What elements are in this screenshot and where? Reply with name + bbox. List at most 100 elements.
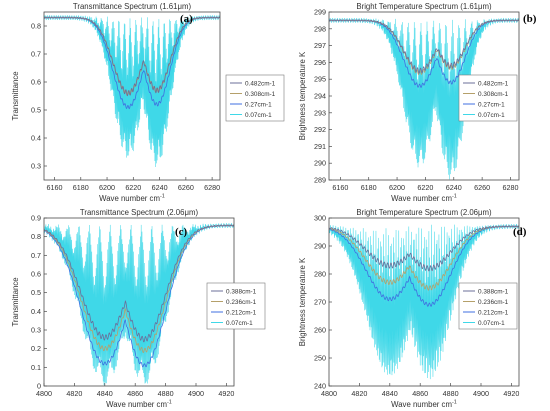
legend-entry: 0.308cm-1 [245, 91, 276, 98]
x-axis-label-text: Wave number cm [391, 400, 452, 409]
x-tick-label: 6280 [502, 183, 518, 192]
y-axis-label: Transmittance [11, 277, 20, 326]
y-tick-label: 0.1 [31, 363, 41, 372]
chart-legend: 0.482cm-1 0.308cm-1 0.27cm-1 0.07cm-1 [225, 74, 285, 122]
x-axis-label: Wave number cm-1 [391, 400, 457, 410]
panel-letter: (a) [180, 13, 193, 25]
plot-lines [44, 14, 220, 168]
y-tick-label: 0.8 [31, 232, 41, 241]
chart-legend: 0.482cm-1 0.308cm-1 0.27cm-1 0.07cm-1 [458, 74, 518, 122]
chart-panel-4: 4800 4820 4840 4860 4880 4900 4920 240 250 260 270… [298, 208, 527, 409]
y-axis-label: Brightness temperature K [298, 51, 307, 140]
y-tick-label: 0.7 [31, 251, 41, 260]
x-tick-label: 6240 [152, 183, 168, 192]
panel-letter: (d) [513, 226, 527, 238]
y-tick-label: 297 [314, 41, 326, 50]
y-tick-label: 0.7 [31, 50, 41, 59]
y-tick-label: 0.5 [31, 288, 41, 297]
legend-entry: 0.236cm-1 [226, 299, 257, 306]
x-tick-label: 4880 [158, 389, 174, 398]
legend-entry: 0.07cm-1 [226, 320, 253, 327]
x-tick-label: 4860 [412, 389, 428, 398]
x-tick-label: 6200 [389, 183, 405, 192]
y-axis-label: Brightness temperature K [298, 257, 307, 346]
y-tick-label: 0.8 [31, 22, 41, 31]
legend-entry: 0.07cm-1 [478, 320, 505, 327]
x-tick-label: 4800 [36, 389, 52, 398]
chart-title: Bright Temperature Spectrum (2.06μm) [356, 208, 492, 217]
series-line-1 [44, 224, 234, 343]
y-tick-label: 260 [314, 326, 326, 335]
y-tick-label: 289 [314, 176, 326, 185]
x-tick-label: 4840 [382, 389, 398, 398]
y-tick-label: 294 [314, 92, 326, 101]
series-line-1 [329, 19, 519, 74]
legend-entry: 0.07cm-1 [245, 112, 272, 119]
x-tick-label: 6260 [474, 183, 490, 192]
panel-letter: (c) [175, 226, 188, 238]
legend-entry: 0.212cm-1 [226, 309, 257, 316]
y-tick-label: 291 [314, 142, 326, 151]
x-tick-label: 6260 [178, 183, 194, 192]
y-tick-label: 0.2 [31, 344, 41, 353]
plot-frame [43, 11, 221, 181]
x-tick-label: 4820 [66, 389, 82, 398]
y-tick-label: 0.9 [31, 214, 41, 223]
y-tick-label: 0 [37, 382, 41, 391]
x-tick-label: 6240 [446, 183, 462, 192]
x-axis-label: Wave number cm-1 [99, 194, 165, 204]
legend-entry: 0.236cm-1 [478, 299, 509, 306]
chart-title: Bright Temperature Spectrum (1.61μm) [356, 2, 492, 11]
x-tick-label: 6280 [204, 183, 220, 192]
y-axis-label: Transmittance [11, 71, 20, 120]
x-tick-label: 6160 [332, 183, 348, 192]
plot-lines [44, 222, 234, 386]
x-tick-label: 6220 [417, 183, 433, 192]
x-axis-label: Wave number cm-1 [106, 400, 172, 410]
y-tick-label: 0.4 [31, 134, 41, 143]
x-tick-label: 4900 [188, 389, 204, 398]
legend-entry: 0.388cm-1 [478, 288, 509, 295]
y-tick-label: 0.6 [31, 270, 41, 279]
x-axis-label-superscript: -1 [452, 194, 457, 200]
x-tick-label: 4820 [351, 389, 367, 398]
legend-entry: 0.27cm-1 [245, 101, 272, 108]
chart-panel-3: 4800 4820 4840 4860 4880 4900 4920 0 0.1 0.2 0.3 0.… [11, 208, 266, 410]
y-tick-label: 270 [314, 298, 326, 307]
x-tick-label: 4920 [218, 389, 234, 398]
y-tick-label: 0.3 [31, 326, 41, 335]
y-tick-label: 0.4 [31, 307, 41, 316]
x-tick-label: 4900 [473, 389, 489, 398]
x-tick-label: 6220 [125, 183, 141, 192]
plot-lines [329, 17, 519, 180]
x-tick-label: 4920 [503, 389, 519, 398]
x-tick-label: 6180 [73, 183, 89, 192]
y-tick-label: 296 [314, 58, 326, 67]
x-tick-label: 4840 [97, 389, 113, 398]
legend-entry: 0.212cm-1 [478, 309, 509, 316]
plot-lines [329, 223, 519, 380]
x-tick-label: 6160 [47, 183, 63, 192]
y-tick-label: 290 [314, 159, 326, 168]
x-axis-label-superscript: -1 [167, 400, 172, 406]
y-tick-label: 298 [314, 24, 326, 33]
y-tick-label: 292 [314, 125, 326, 134]
y-tick-label: 0.5 [31, 106, 41, 115]
y-tick-label: 250 [314, 354, 326, 363]
series-line-1 [329, 225, 519, 272]
y-tick-label: 290 [314, 242, 326, 251]
x-axis-label-superscript: -1 [452, 400, 457, 406]
y-tick-label: 0.3 [31, 162, 41, 171]
chart-legend: 0.388cm-1 0.236cm-1 0.212cm-1 0.07cm-1 [206, 282, 266, 330]
y-tick-label: 293 [314, 108, 326, 117]
chart-panel-1: 6160 6180 6200 6220 6240 6260 6280 0.3 0.4 0.5 0.6… [11, 2, 285, 204]
chart-panel-2: 6160 6180 6200 6220 6240 6260 6280 289 290 291 292… [298, 2, 537, 203]
legend-entry: 0.07cm-1 [478, 112, 505, 119]
chart-title: Transmittance Spectrum (2.06μm) [80, 208, 199, 217]
y-tick-label: 299 [314, 8, 326, 17]
y-tick-label: 240 [314, 382, 326, 391]
x-axis-label-text: Wave number cm [99, 194, 160, 203]
x-tick-label: 4860 [127, 389, 143, 398]
y-tick-label: 295 [314, 75, 326, 84]
